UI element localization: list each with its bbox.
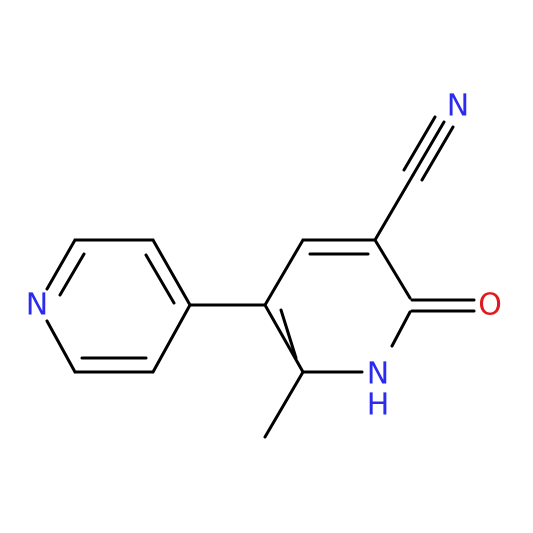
bond [402,115,437,172]
bond [373,238,412,300]
atom-label: N [367,357,389,392]
bond [420,125,455,182]
bond [411,120,446,177]
bond [45,319,77,374]
bond [151,303,192,374]
bond [263,303,305,374]
atom-label: N [26,288,48,323]
atom-label: H [367,388,390,423]
bond [151,238,192,307]
atom-label: N [447,89,469,124]
bond [58,252,86,297]
bonds [45,115,476,439]
bond [263,370,305,439]
bond [45,238,77,291]
bond [390,310,412,348]
bond [279,308,298,360]
atom-label: O [478,288,502,323]
bond [144,253,176,305]
bond [263,238,305,307]
bond [373,173,415,242]
